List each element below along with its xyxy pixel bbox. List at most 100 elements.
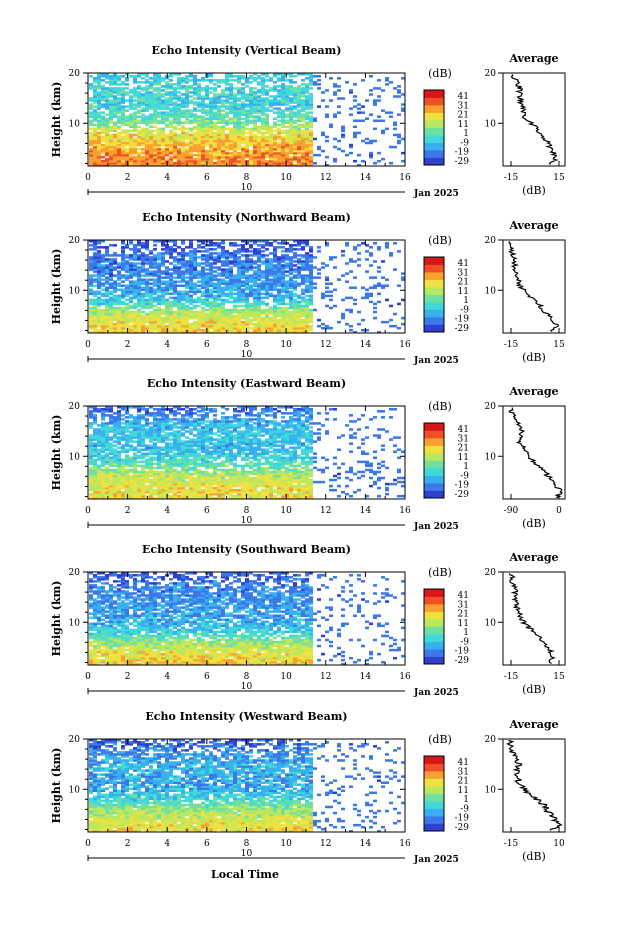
panel-1: Echo Intensity (Vertical Beam)0 2 4 6 8 10 12 1… [50, 44, 566, 199]
heatmap-cell [201, 258, 205, 261]
heatmap-cell [297, 147, 301, 151]
heatmap-cell [109, 324, 113, 328]
heatmap-cell [257, 308, 261, 312]
heatmap-cell [117, 119, 121, 123]
heatmap-cell [189, 73, 193, 76]
heatmap-cell [101, 490, 105, 494]
heatmap-cell [297, 272, 301, 275]
heatmap-cell [181, 494, 185, 498]
heatmap-cell [265, 330, 269, 334]
heatmap-cell [181, 103, 185, 106]
heatmap-cell [185, 262, 189, 265]
heatmap-cell [285, 97, 289, 100]
heatmap-cell [145, 288, 149, 292]
heatmap-cell [273, 87, 277, 90]
heatmap-cell [153, 244, 157, 247]
heatmap-cell [265, 117, 269, 120]
heatmap-cell [285, 119, 289, 123]
heatmap-cell [173, 103, 177, 106]
heatmap-cell [233, 137, 237, 141]
heatmap-cell [281, 91, 285, 94]
heatmap-cell [281, 284, 285, 287]
heatmap-cell [133, 290, 137, 294]
heatmap-cell [293, 119, 297, 123]
heatmap-cell [117, 278, 121, 281]
heatmap-cell [93, 85, 97, 88]
x-tick-label: 4 [164, 173, 170, 183]
heatmap-cell [181, 284, 185, 287]
heatmap-cell [121, 314, 125, 318]
heatmap-cell [269, 322, 273, 326]
heatmap-cell [293, 496, 297, 500]
heatmap-cell [101, 115, 105, 118]
heatmap-cell [241, 133, 245, 137]
heatmap-cell [117, 492, 121, 496]
heatmap-cell [401, 276, 405, 279]
heatmap-cell [349, 286, 353, 290]
heatmap-cell [301, 119, 305, 123]
heatmap-cell [93, 135, 97, 139]
heatmap-cell [197, 157, 201, 161]
heatmap-cell [277, 488, 281, 492]
heatmap-cell [145, 141, 149, 145]
heatmap-cell [297, 113, 301, 116]
heatmap-cell [181, 486, 185, 490]
heatmap-cell [217, 486, 221, 490]
heatmap-cell [173, 292, 177, 296]
heatmap-cell [205, 91, 209, 94]
heatmap-cell [237, 282, 241, 285]
heatmap-cell [285, 288, 289, 292]
heatmap-cell [129, 115, 133, 118]
heatmap-cell [289, 159, 293, 163]
heatmap-cell [185, 318, 189, 322]
heatmap-cell [93, 145, 97, 149]
heatmap-cell [185, 121, 189, 125]
heatmap-cell [177, 83, 181, 86]
heatmap-cell [109, 105, 113, 108]
heatmap-cell [281, 73, 285, 76]
heatmap-cell [301, 306, 305, 310]
heatmap-cell [169, 274, 173, 277]
heatmap-cell [229, 268, 233, 271]
heatmap-cell [137, 95, 141, 98]
heatmap-cell [125, 260, 129, 263]
heatmap-cell [177, 77, 181, 80]
heatmap-cell [277, 490, 281, 494]
heatmap-cell [273, 256, 277, 259]
heatmap-cell [197, 240, 201, 243]
heatmap-cell [117, 274, 121, 277]
heatmap-cell [153, 83, 157, 86]
heatmap-cell [125, 310, 129, 314]
heatmap-cell [169, 111, 173, 114]
average-frame [502, 239, 566, 334]
heatmap-cell [125, 262, 129, 265]
heatmap-cell [249, 109, 253, 112]
heatmap-cell [101, 278, 105, 281]
heatmap-cell [309, 155, 313, 159]
heatmap-cell [217, 155, 221, 159]
heatmap-cell [97, 278, 101, 281]
heatmap-cell [309, 131, 313, 135]
heatmap-cell [169, 328, 173, 332]
heatmap-cell [113, 135, 117, 139]
heatmap-cell [249, 304, 253, 308]
heatmap-cell [193, 264, 197, 267]
heatmap-cell [141, 268, 145, 271]
heatmap-cell [157, 83, 161, 86]
heatmap-cell [233, 87, 237, 90]
heatmap-cell [301, 304, 305, 308]
heatmap-cell [109, 272, 113, 275]
heatmap-cell [113, 87, 117, 90]
heatmap-cell [133, 163, 137, 167]
heatmap-cell [173, 83, 177, 86]
heatmap-cell [301, 288, 305, 292]
heatmap-cell [381, 109, 385, 112]
heatmap-cell [289, 278, 293, 281]
heatmap-cell [309, 314, 313, 318]
heatmap-cell [397, 494, 401, 498]
heatmap-cell [397, 135, 401, 139]
heatmap-cell [205, 284, 209, 287]
heatmap-cell [161, 147, 165, 151]
heatmap-cell [265, 91, 269, 94]
heatmap-cell [253, 147, 257, 151]
